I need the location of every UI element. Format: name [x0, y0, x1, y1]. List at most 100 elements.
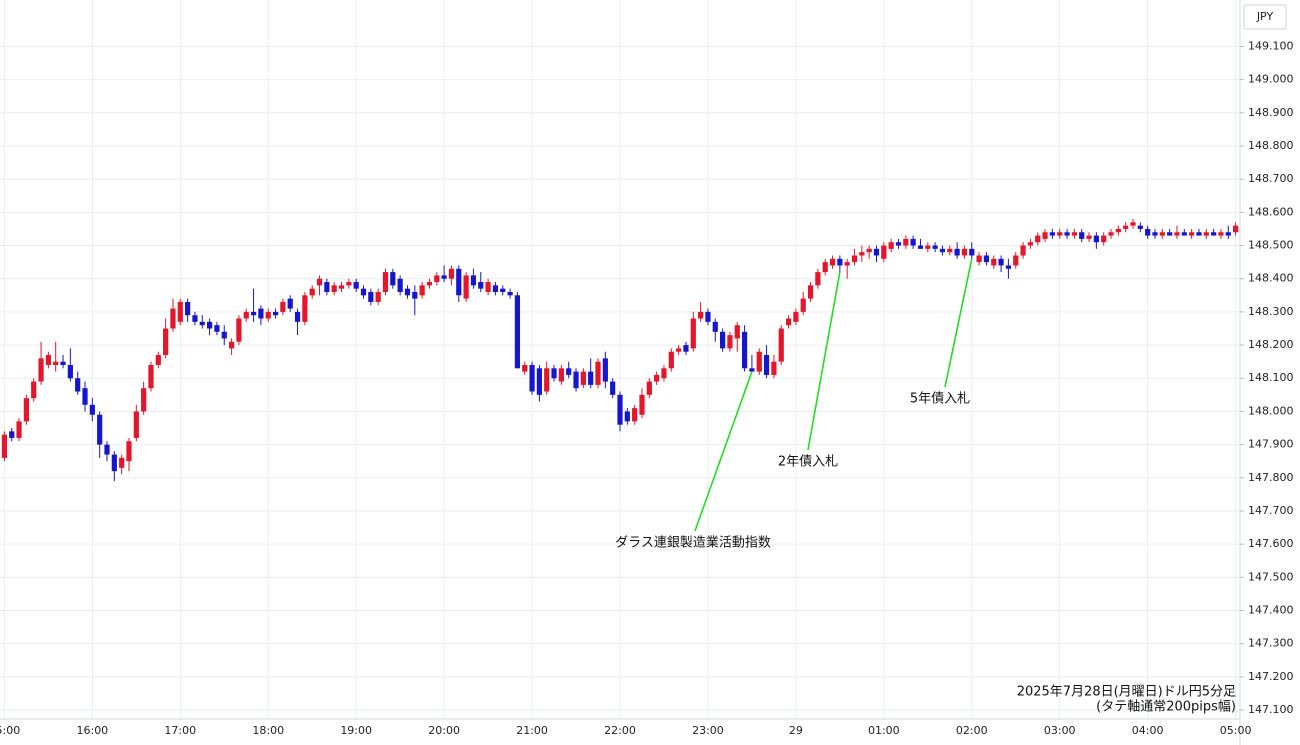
candle-body — [470, 275, 477, 286]
candle-body — [917, 245, 924, 249]
candle-body — [309, 288, 315, 296]
y-tick-label: 147.600 — [1248, 537, 1294, 550]
candle-body — [720, 331, 726, 349]
candle-body — [1167, 232, 1173, 236]
y-tick-label: 148.600 — [1248, 205, 1294, 218]
candle-body — [338, 285, 345, 289]
candle-body — [961, 248, 968, 256]
annotation-label: 2年債入札 — [778, 455, 838, 470]
candle-body — [412, 291, 418, 299]
candle-body — [1159, 232, 1165, 236]
candle-body — [141, 388, 147, 412]
x-tick-label: 16:00 — [76, 724, 108, 737]
caption: 2025年7月28日(月曜日)ドル円5分足 — [1017, 685, 1236, 700]
candle-body — [1218, 232, 1224, 236]
candle-body — [690, 318, 696, 349]
candle-body — [910, 238, 916, 246]
candle-body — [500, 288, 506, 292]
candle-body — [976, 255, 982, 263]
candle-body — [382, 272, 389, 292]
candle-body — [1020, 245, 1026, 256]
candle-body — [785, 318, 792, 326]
candle-body — [463, 275, 469, 299]
annotation-line — [694, 371, 753, 532]
candle-body — [1115, 228, 1121, 233]
x-tick-label: 23:00 — [692, 724, 724, 737]
candle-body — [727, 335, 733, 349]
candle-body — [287, 298, 293, 309]
y-tick-label: 148.800 — [1248, 139, 1294, 152]
y-tick-label: 147.300 — [1248, 637, 1294, 650]
candle-body — [514, 295, 520, 369]
candle-body — [1123, 225, 1129, 229]
candle-body — [1101, 235, 1107, 243]
candle-body — [397, 278, 403, 292]
candle-body — [1137, 225, 1143, 229]
candle-body — [807, 285, 814, 299]
candle-body — [258, 308, 264, 319]
candle-body — [1057, 232, 1063, 236]
y-tick-label: 148.700 — [1248, 172, 1294, 185]
candle-body — [75, 378, 81, 392]
candle-body — [837, 258, 843, 266]
candle-body — [1233, 225, 1239, 233]
x-tick-label: 05:00 — [1220, 724, 1252, 737]
candle-body — [177, 301, 183, 322]
y-tick-label: 147.800 — [1248, 471, 1294, 484]
candle-body — [1079, 232, 1085, 239]
x-tick-label: 15:00 — [0, 724, 20, 737]
annotation-label: 5年債入札 — [910, 392, 970, 407]
candle-body — [895, 242, 902, 246]
candle-body — [873, 248, 880, 256]
x-tick-label: 03:00 — [1044, 724, 1076, 737]
y-tick-label: 148.400 — [1248, 272, 1294, 285]
candle-body — [38, 358, 44, 382]
candle-body — [1225, 232, 1231, 236]
candle-body — [67, 364, 73, 379]
candle-body — [734, 325, 740, 339]
candle-body — [280, 301, 286, 312]
candle-body — [881, 245, 887, 259]
candle-body — [522, 364, 528, 372]
candle-body — [1027, 242, 1034, 246]
candle-body — [23, 398, 29, 422]
candle-body — [1013, 255, 1019, 266]
candle-body — [954, 248, 960, 256]
candle-body — [148, 364, 154, 389]
candle-body — [294, 311, 301, 322]
candle-body — [639, 394, 645, 415]
candle-body — [265, 311, 271, 319]
x-tick-label: 19:00 — [340, 724, 372, 737]
candle-body — [756, 351, 762, 372]
y-tick-label: 148.300 — [1248, 305, 1294, 318]
x-tick-label: 04:00 — [1132, 724, 1164, 737]
candle-body — [551, 368, 557, 379]
candle-body — [9, 431, 15, 438]
x-tick-label: 22:00 — [604, 724, 636, 737]
candle-body — [822, 262, 828, 273]
candle-body — [60, 361, 66, 365]
candle-body — [272, 311, 279, 316]
candle-body — [353, 282, 359, 289]
candle-body — [573, 371, 579, 389]
y-tick-label: 149.000 — [1248, 73, 1294, 86]
candle-body — [1130, 222, 1136, 226]
candle-body — [1196, 232, 1202, 236]
candle-body — [45, 355, 51, 365]
candle-body — [1035, 235, 1041, 243]
candle-body — [1049, 232, 1055, 236]
candle-body — [111, 454, 117, 472]
candle-body — [206, 321, 213, 329]
y-tick-label: 148.100 — [1248, 371, 1294, 384]
candle-body — [478, 282, 484, 289]
candle-body — [1005, 265, 1012, 269]
y-tick-label: 147.500 — [1248, 570, 1294, 583]
candle-body — [199, 321, 205, 326]
candle-body — [324, 282, 330, 292]
x-tick-label: 29 — [789, 724, 803, 737]
candle-body — [602, 358, 608, 382]
candle-body — [1152, 232, 1158, 236]
x-tick-label: 01:00 — [868, 724, 900, 737]
candle-body — [53, 361, 59, 365]
x-tick-label: 02:00 — [956, 724, 988, 737]
